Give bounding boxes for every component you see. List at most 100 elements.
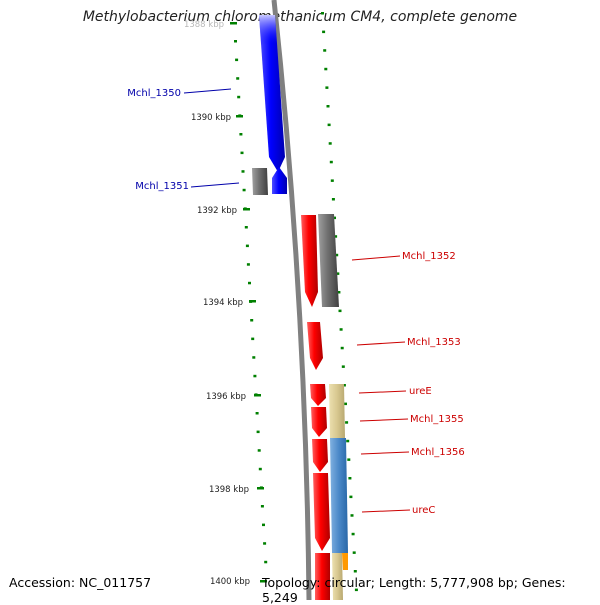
gene-label-mchl-1353[interactable]: Mchl_1353	[407, 337, 461, 348]
minor-tick	[344, 402, 347, 406]
leader-mchl-1350	[183, 88, 232, 94]
gene-ure-e[interactable]	[310, 384, 326, 406]
gene-label-mchl-1351[interactable]: Mchl_1351	[135, 181, 189, 192]
leader-ure-e	[358, 390, 407, 394]
minor-tick	[236, 77, 240, 80]
leader-mchl-1351	[190, 182, 240, 188]
minor-tick	[244, 226, 248, 229]
tick-mark	[243, 208, 250, 211]
gene-mchl-1353[interactable]	[307, 322, 323, 370]
minor-tick	[245, 244, 249, 248]
minor-tick	[340, 346, 344, 350]
left-tick-track	[234, 40, 268, 564]
tick-mark	[254, 394, 261, 397]
gene-mchl-1356[interactable]	[312, 439, 328, 472]
minor-tick	[351, 532, 355, 536]
leader-mchl-1352	[351, 255, 401, 261]
minor-tick	[256, 430, 260, 434]
gene-label-mchl-1352[interactable]: Mchl_1352	[402, 251, 456, 262]
minor-tick	[251, 337, 255, 341]
tick-labels: 1388 kbp 1390 kbp 1392 kbp 1394 kbp 1396…	[184, 20, 250, 587]
minor-tick	[336, 272, 340, 275]
minor-tick	[252, 356, 256, 359]
leader-mchl-1356	[360, 451, 410, 455]
feature-grey-1351[interactable]	[252, 168, 268, 195]
tick-mark	[260, 580, 267, 583]
minor-tick	[240, 151, 244, 155]
minor-tick	[349, 495, 353, 499]
gene-label-ure-e[interactable]: ureE	[409, 386, 432, 397]
gene-mchl-1355[interactable]	[311, 407, 327, 437]
minor-tick	[331, 198, 335, 201]
minor-tick	[258, 467, 262, 471]
map-title: Methylobacterium chloromethanicum CM4, c…	[82, 9, 518, 25]
genome-backbone	[271, 0, 312, 600]
minor-tick	[352, 551, 356, 554]
gene-mchl-1350-highlight	[259, 15, 277, 45]
tick-label: 1390 kbp	[191, 113, 231, 123]
feature-steel[interactable]	[330, 438, 348, 553]
feature-tan-lower[interactable]	[332, 553, 343, 600]
tick-mark	[249, 300, 256, 303]
minor-tick	[353, 570, 357, 573]
gene-label-ure-c[interactable]: ureC	[412, 505, 435, 516]
tick-mark	[257, 487, 264, 490]
gene-label-mchl-1350[interactable]: Mchl_1350	[127, 88, 181, 99]
minor-tick	[341, 365, 345, 368]
minor-tick	[335, 253, 339, 257]
gene-red-bottom[interactable]	[315, 553, 330, 600]
feature-grey-1352[interactable]	[318, 214, 339, 307]
minor-tick	[248, 281, 251, 285]
minor-tick	[339, 328, 343, 331]
minor-tick	[260, 505, 264, 508]
topology-text: Topology: circular; Length: 5,777,908 bp…	[262, 575, 566, 605]
gene-label-mchl-1356[interactable]: Mchl_1356	[411, 447, 465, 458]
reverse-strand-features	[252, 15, 287, 195]
minor-tick	[325, 86, 329, 89]
feature-tan-upper[interactable]	[329, 384, 345, 438]
minor-tick	[333, 216, 336, 220]
gene-label-mchl-1355[interactable]: Mchl_1355	[410, 414, 464, 425]
gene-mchl-1350[interactable]	[259, 15, 285, 172]
minor-tick	[241, 170, 245, 173]
minor-tick	[329, 160, 333, 164]
gene-ure-c[interactable]	[313, 473, 330, 551]
gene-labels: Mchl_1350 Mchl_1351 Mchl_1352 Mchl_1353 …	[127, 88, 464, 516]
tick-label: 1388 kbp	[184, 20, 224, 30]
gene-mchl-1351[interactable]	[272, 167, 287, 194]
tick-label: 1394 kbp	[203, 298, 243, 308]
minor-tick	[235, 58, 239, 62]
tick-mark	[236, 115, 243, 118]
leader-mchl-1355	[359, 418, 409, 422]
minor-tick	[255, 412, 259, 415]
minor-tick	[323, 49, 327, 52]
minor-tick	[326, 105, 330, 108]
minor-tick	[257, 449, 261, 452]
minor-tick	[264, 560, 268, 564]
minor-tick	[334, 235, 338, 238]
minor-tick	[346, 439, 350, 443]
leader-mchl-1353	[356, 341, 406, 346]
minor-tick	[324, 67, 328, 71]
minor-tick	[246, 263, 250, 266]
minor-tick	[234, 40, 237, 43]
accession-text: Accession: NC_011757	[9, 575, 152, 590]
minor-tick	[354, 588, 358, 592]
minor-tick	[348, 477, 352, 480]
tick-label: 1396 kbp	[206, 392, 246, 402]
tick-mark	[230, 22, 237, 25]
gene-mchl-1352[interactable]	[301, 215, 318, 307]
minor-tick	[327, 123, 331, 127]
tick-label: 1400 kbp	[210, 577, 250, 587]
minor-tick	[262, 523, 265, 527]
major-ticks	[230, 22, 267, 583]
tick-label: 1392 kbp	[197, 206, 237, 216]
right-tick-track	[321, 12, 358, 592]
minor-tick	[322, 30, 326, 34]
minor-tick	[350, 514, 354, 517]
minor-tick	[337, 291, 341, 294]
feature-orange[interactable]	[342, 553, 348, 570]
minor-tick	[253, 374, 257, 378]
minor-tick	[237, 95, 241, 99]
